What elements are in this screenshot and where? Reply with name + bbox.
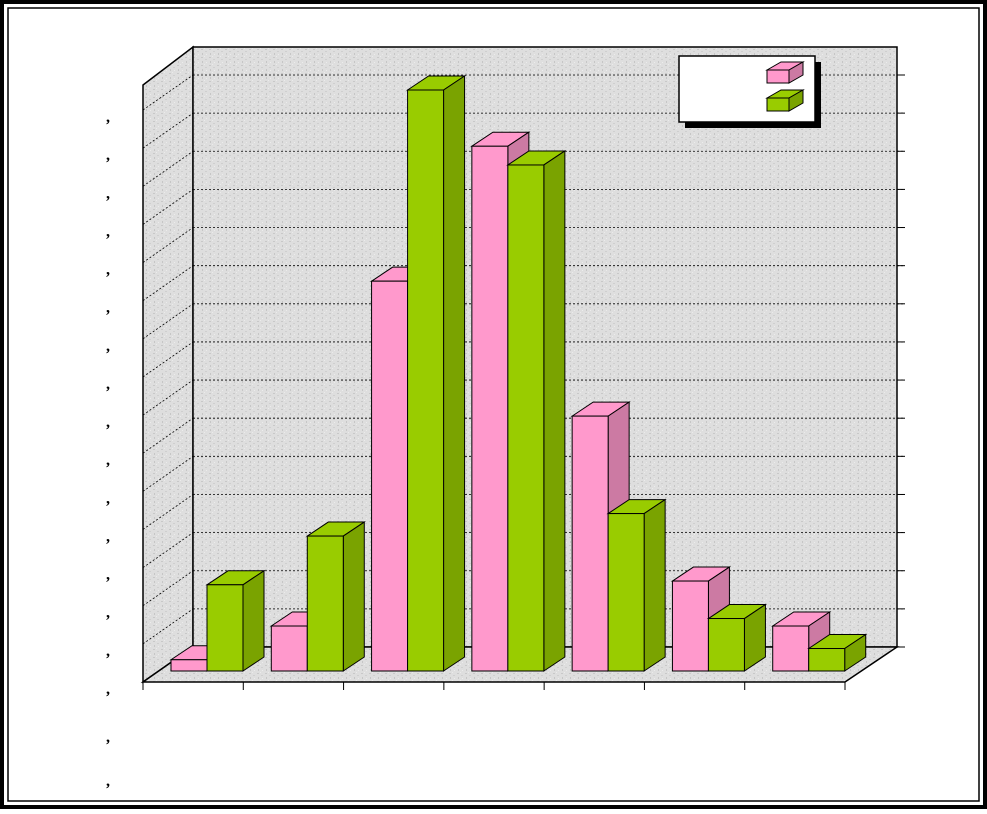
bar: [807, 633, 868, 672]
y-tick-label: ,: [106, 262, 110, 279]
bar: [706, 603, 768, 672]
bar: [506, 150, 567, 672]
y-tick-label: ,: [106, 185, 110, 202]
y-tick-label: ,: [106, 338, 110, 355]
bar: [305, 521, 366, 672]
y-tick-label: ,: [106, 376, 110, 393]
y-tick-label: ,: [106, 567, 110, 584]
bars: [169, 75, 868, 672]
y-tick-label: ,: [106, 643, 110, 660]
bar: [606, 498, 667, 672]
y-tick-label: ,: [106, 681, 110, 698]
y-tick-label: ,: [106, 490, 110, 507]
y-tick-label: ,: [106, 223, 110, 240]
y-tick-label: ,: [106, 109, 110, 126]
legend-swatch: [765, 61, 805, 84]
side-wall: [142, 45, 194, 684]
bar: [405, 75, 467, 672]
y-tick-label: ,: [106, 147, 110, 164]
y-tick-label: ,: [106, 452, 110, 469]
tick-labels: ,,,,,,,,,,,,,,,,,,: [106, 109, 110, 790]
extra-tick-label: ,: [106, 773, 110, 790]
y-tick-label: ,: [106, 300, 110, 317]
y-tick-label: ,: [106, 414, 110, 431]
legend: [678, 55, 821, 128]
x-axis-ticks: [142, 682, 846, 690]
extra-tick-label: ,: [106, 729, 110, 746]
inner-border: [7, 7, 980, 802]
y-tick-label: ,: [106, 528, 110, 545]
y-tick-label: ,: [106, 605, 110, 622]
legend-swatch: [765, 89, 805, 112]
bar: [205, 569, 266, 672]
